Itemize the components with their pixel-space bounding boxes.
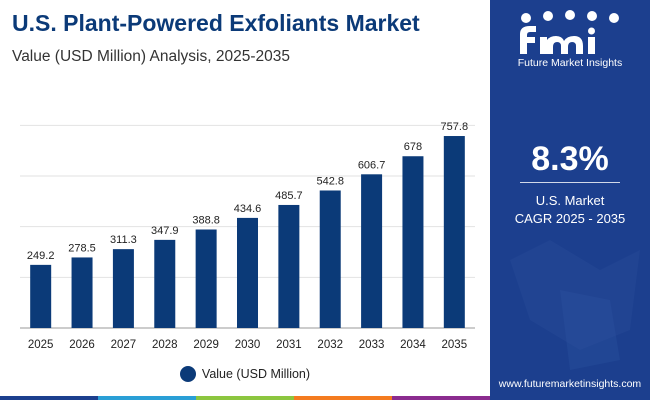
bar-2032 xyxy=(319,190,341,328)
value-label-2031: 485.7 xyxy=(275,190,303,202)
color-stripe-5 xyxy=(392,396,490,400)
bar-2033 xyxy=(361,174,383,328)
cagr-divider xyxy=(520,182,620,183)
value-label-2035: 757.8 xyxy=(441,121,469,133)
color-stripe-1 xyxy=(0,396,98,400)
bars xyxy=(30,136,465,328)
chart-subtitle: Value (USD Million) Analysis, 2025-2035 xyxy=(12,48,290,65)
bar-2028 xyxy=(154,239,176,328)
legend: Value (USD Million) xyxy=(0,366,490,382)
logo-text: Future Market Insights xyxy=(517,57,623,69)
x-tick-2031: 2031 xyxy=(276,339,302,351)
x-tick-2032: 2032 xyxy=(317,339,343,351)
bar-2031 xyxy=(278,204,300,328)
bar-2035 xyxy=(443,136,465,328)
color-stripe-2 xyxy=(98,396,196,400)
legend-label: Value (USD Million) xyxy=(201,367,311,381)
x-tick-2033: 2033 xyxy=(359,339,385,351)
cagr-value: 8.3% xyxy=(531,140,609,178)
bar-2025 xyxy=(30,264,52,328)
x-tick-labels: 2025 2026 2027 2028 2029 2030 2031 2032 2033 2034… xyxy=(28,339,467,351)
x-tick-2035: 2035 xyxy=(442,339,468,351)
value-label-2026: 278.5 xyxy=(68,242,96,254)
legend-marker xyxy=(179,366,196,382)
value-label-2030: 434.6 xyxy=(234,203,262,215)
x-tick-2029: 2029 xyxy=(193,339,219,351)
value-label-2034: 678 xyxy=(404,141,422,153)
value-label-2028: 347.9 xyxy=(151,225,179,237)
bar-2029 xyxy=(195,229,217,328)
color-stripe-3 xyxy=(196,396,294,400)
fmi-logo xyxy=(520,10,619,54)
value-label-2025: 249.2 xyxy=(27,250,55,262)
value-label-2032: 542.8 xyxy=(316,175,344,187)
x-tick-2034: 2034 xyxy=(400,339,426,351)
value-label-2027: 311.3 xyxy=(110,234,137,246)
bar-2026 xyxy=(71,257,93,328)
x-tick-2025: 2025 xyxy=(28,339,54,351)
website-url: www.futuremarketinsights.com xyxy=(498,378,642,390)
bottom-color-bar xyxy=(0,396,490,400)
bar-2027 xyxy=(112,249,134,328)
x-tick-2027: 2027 xyxy=(111,339,137,351)
bar-2030 xyxy=(237,217,258,328)
x-tick-2028: 2028 xyxy=(152,339,178,351)
value-labels: 249.2 278.5 311.3 347.9 388.8 434.6 485.7 542.8… xyxy=(27,121,468,262)
x-tick-2030: 2030 xyxy=(235,339,261,351)
x-tick-2026: 2026 xyxy=(69,339,95,351)
color-stripe-4 xyxy=(294,396,392,400)
value-label-2033: 606.7 xyxy=(358,159,386,171)
bar-chart: 249.2 278.5 311.3 347.9 388.8 434.6 485.7 542.8… xyxy=(20,121,475,351)
value-label-2029: 388.8 xyxy=(192,215,220,227)
bar-2034 xyxy=(402,156,424,328)
sidebar-panel: Future Market Insights 8.3% U.S. Market … xyxy=(490,0,650,400)
cagr-market-label: U.S. Market xyxy=(535,193,605,208)
cagr-period-label: CAGR 2025 - 2035 xyxy=(514,211,626,226)
chart-title: U.S. Plant-Powered Exfoliants Market xyxy=(12,10,420,36)
sidebar-decoration xyxy=(510,240,640,370)
